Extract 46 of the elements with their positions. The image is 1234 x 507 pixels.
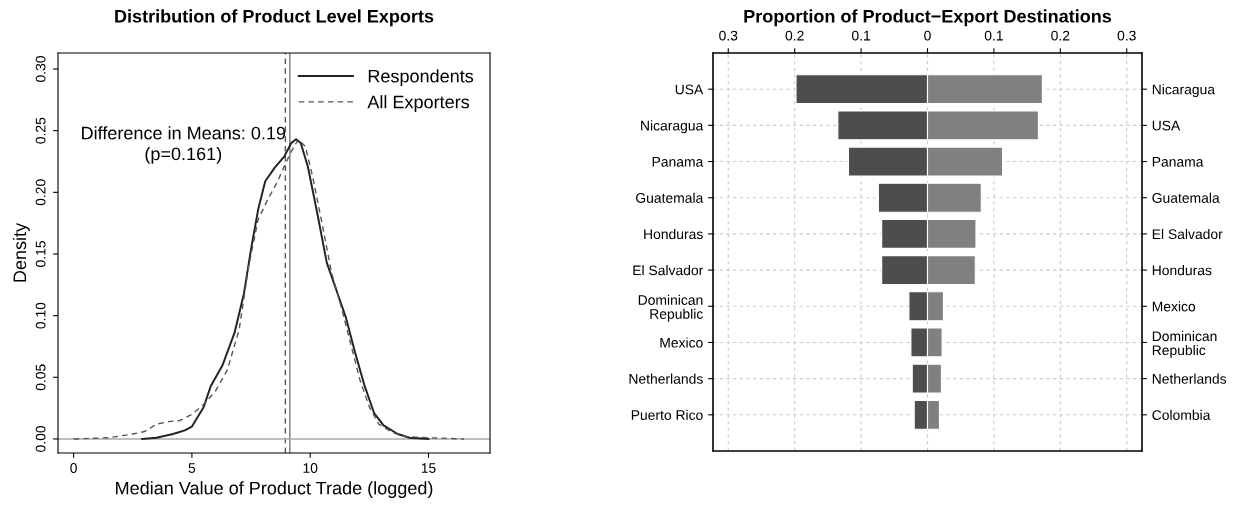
y-tick-label: El Salvador: [1152, 228, 1223, 240]
y-tick-label: Guatemala: [1152, 192, 1220, 203]
y-tick-label: 0.25: [35, 117, 46, 144]
x-tick-label: 0.3: [1117, 30, 1136, 41]
y-tick-label: Colombia: [1152, 409, 1211, 420]
y-tick-label: USA: [675, 84, 704, 95]
y-tick-label: 0.00: [35, 425, 46, 452]
x-tick-label: 0.1: [851, 30, 871, 41]
y-tick-label: 0.05: [35, 364, 46, 391]
y-tick-label: Honduras: [1152, 265, 1212, 276]
y-tick-label: 0.10: [35, 302, 46, 329]
x-tick-label: 10: [303, 463, 318, 473]
y-tick-label: Panama: [1152, 157, 1204, 167]
y-tick-label: 0.15: [35, 241, 46, 267]
y-tick-label: Dominican Republic: [1152, 330, 1217, 358]
y-axis-title: Density: [12, 222, 30, 282]
legend-label: All Exporters: [367, 95, 470, 112]
x-tick-label: 15: [421, 463, 436, 473]
y-tick-label: Puerto Rico: [631, 409, 703, 420]
y-tick-label: Guatemala: [636, 192, 704, 203]
y-tick-label: Netherlands: [629, 373, 703, 384]
y-tick-label: Mexico: [660, 337, 703, 348]
y-tick-label: Nicaragua: [641, 120, 704, 134]
chart-title: Proportion of Product−Export Destinations: [744, 9, 1112, 27]
y-tick-label: Nicaragua: [1152, 84, 1216, 98]
x-tick-label: 0.3: [719, 30, 738, 41]
legend-label: Respondents: [368, 69, 474, 87]
annotation: Difference in Means: 0.19 (p=0.161): [82, 126, 286, 164]
y-tick-label: Panama: [652, 157, 704, 167]
line-series: [141, 138, 430, 440]
y-tick-label: El Salvador: [633, 265, 704, 276]
x-tick-label: 0.2: [785, 30, 804, 41]
y-tick-label: 0.30: [35, 56, 46, 82]
y-tick-label: USA: [1152, 120, 1181, 131]
x-axis-title: Median Value of Product Trade (logged): [116, 481, 433, 499]
x-tick-label: 0: [924, 30, 931, 41]
y-tick-label: Mexico: [1152, 301, 1196, 312]
x-tick-label: 0: [70, 463, 77, 473]
chart-title: Distribution of Product Level Exports: [115, 9, 434, 27]
y-tick-label: Netherlands: [1152, 373, 1227, 384]
y-tick-label: Dominican Republic: [638, 294, 703, 322]
y-tick-label: 0.20: [35, 179, 46, 206]
x-tick-label: 0.1: [984, 30, 1003, 41]
x-tick-label: 5: [188, 463, 196, 473]
x-tick-label: 0.2: [1051, 30, 1070, 41]
y-tick-label: Honduras: [644, 228, 703, 240]
